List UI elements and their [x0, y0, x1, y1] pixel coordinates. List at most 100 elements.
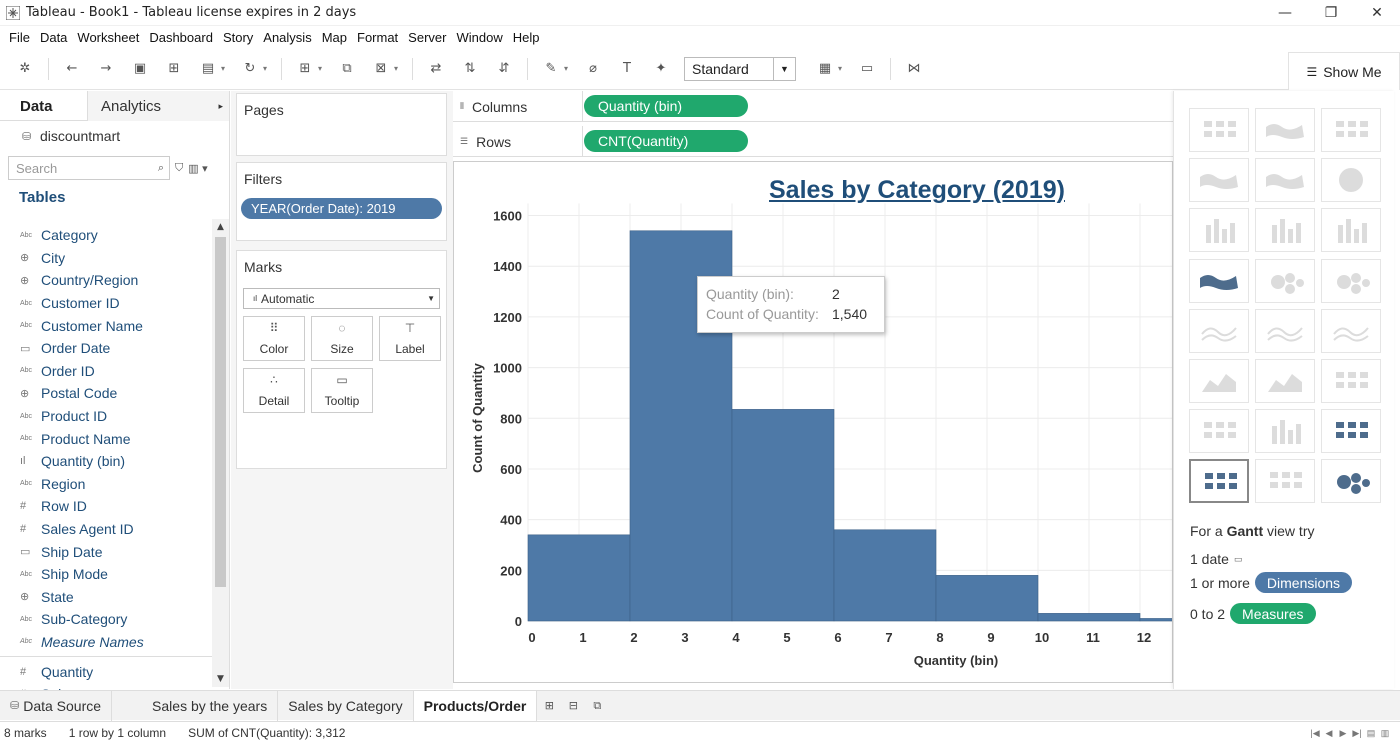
sort-ascending-icon[interactable]: ⇅	[464, 61, 476, 76]
detail-button[interactable]: ∴ Detail	[243, 368, 305, 413]
menu-analysis[interactable]: Analysis	[263, 29, 312, 45]
mark-type-select[interactable]: ıl Automatic ▼	[243, 288, 440, 309]
chevron-down-icon[interactable]: ▼	[427, 294, 435, 303]
last-sheet-icon[interactable]: ▶|	[1352, 727, 1362, 738]
field-item[interactable]: Abc Order ID	[0, 360, 212, 383]
menu-data[interactable]: Data	[39, 29, 68, 45]
symbol-map-icon[interactable]	[1189, 158, 1249, 203]
circle-views-icon[interactable]	[1255, 258, 1315, 303]
field-item[interactable]: Abc Customer Name	[0, 314, 212, 337]
field-item[interactable]: # Sales Agent ID	[0, 518, 212, 541]
treemap-icon[interactable]	[1189, 258, 1249, 303]
sheet-tab-active[interactable]: Products/Order	[413, 690, 538, 721]
menu-help[interactable]: Help	[512, 29, 540, 45]
group-members-icon[interactable]: ⌀	[589, 61, 597, 76]
measure-item[interactable]: # Quantity	[0, 660, 212, 683]
histogram-bar[interactable]	[1139, 618, 1173, 622]
area-continuous-icon[interactable]	[1189, 359, 1249, 403]
scroll-thumb[interactable]	[215, 237, 226, 587]
close-button[interactable]: ✕	[1371, 5, 1383, 21]
swap-rows-columns-icon[interactable]: ⇄	[430, 61, 442, 76]
chevron-down-icon[interactable]: ▾	[318, 64, 323, 73]
restore-button[interactable]: ❐	[1324, 5, 1338, 21]
new-data-source-icon[interactable]: ⊞	[168, 61, 180, 76]
area-discrete-icon[interactable]	[1255, 359, 1315, 403]
data-pane-scrollbar[interactable]: ▲ ▼	[212, 219, 229, 687]
share-icon[interactable]: ⋈	[907, 61, 921, 76]
rows-shelf[interactable]: ☰ Rows CNT(Quantity)	[453, 126, 1173, 157]
histogram-bar[interactable]	[1037, 613, 1141, 622]
field-item[interactable]: ⊕ Country/Region	[0, 269, 212, 292]
menu-story[interactable]: Story	[222, 29, 254, 45]
field-item[interactable]: ▭ Order Date	[0, 337, 212, 360]
viz-area[interactable]: Sales by Category (2019) 0 200 400 600 800 10…	[453, 161, 1173, 683]
tab-data[interactable]: Data	[0, 91, 88, 121]
pause-updates-icon[interactable]: ▤	[201, 61, 215, 76]
field-item[interactable]: ▭ Ship Date	[0, 540, 212, 563]
gantt-chart-icon[interactable]	[1189, 459, 1249, 504]
highlight-table-icon[interactable]	[1321, 108, 1381, 152]
pane-menu-icon[interactable]: ▸	[218, 100, 223, 111]
columns-shelf[interactable]: ⦀ Columns Quantity (bin)	[453, 91, 1173, 122]
pie-chart-icon[interactable]	[1321, 158, 1381, 203]
new-worksheet-icon[interactable]: ⊞	[299, 61, 311, 76]
next-sheet-icon[interactable]: ▶	[1339, 727, 1347, 738]
chevron-down-icon[interactable]: ▾	[263, 64, 268, 73]
menu-dashboard[interactable]: Dashboard	[149, 29, 213, 45]
histogram-icon[interactable]	[1255, 409, 1315, 454]
horizontal-bars-icon[interactable]	[1189, 208, 1249, 253]
bullet-graph-icon[interactable]	[1255, 459, 1315, 504]
menu-window[interactable]: Window	[456, 29, 503, 45]
scatter-plot-icon[interactable]	[1189, 409, 1249, 454]
chevron-down-icon[interactable]: ▾	[564, 64, 569, 73]
show-me-button[interactable]: ☰ Show Me	[1288, 52, 1400, 90]
label-button[interactable]: ⊤ Label	[379, 316, 441, 361]
show-cards-icon[interactable]: ▦	[818, 61, 832, 76]
packed-bubbles-icon[interactable]	[1321, 459, 1381, 504]
data-source-tab[interactable]: ⛁ Data Source	[0, 690, 113, 721]
menu-worksheet[interactable]: Worksheet	[77, 29, 140, 45]
side-by-side-bars-icon[interactable]	[1321, 208, 1381, 253]
menu-file[interactable]: File	[9, 29, 30, 45]
filter-icon[interactable]: ⛉	[175, 161, 184, 174]
film-strip-icon[interactable]: ▤	[1366, 727, 1376, 738]
field-item[interactable]: Abc Category	[0, 224, 212, 247]
minimize-button[interactable]: —	[1278, 5, 1292, 21]
field-item[interactable]: # Row ID	[0, 495, 212, 518]
discrete-lines-icon[interactable]	[1255, 308, 1315, 353]
color-button[interactable]: ⠿ Color	[243, 316, 305, 361]
dual-lines-icon[interactable]	[1321, 308, 1381, 353]
datasource-item[interactable]: ⛁ discountmart	[0, 121, 229, 151]
histogram-bar[interactable]	[527, 534, 631, 622]
field-item[interactable]: Abc Region	[0, 473, 212, 496]
fit-select[interactable]: Standard ▼	[684, 56, 796, 81]
histogram-bar[interactable]	[833, 529, 937, 622]
field-item[interactable]: Abc Sub-Category	[0, 608, 212, 631]
new-dashboard-icon[interactable]: ⊟	[568, 699, 578, 712]
refresh-icon[interactable]: ↻	[244, 61, 256, 76]
heat-map-icon[interactable]	[1255, 108, 1315, 152]
fix-axes-icon[interactable]: ✦	[655, 61, 667, 76]
presentation-mode-icon[interactable]: ▭	[860, 61, 874, 76]
chevron-down-icon[interactable]: ▾	[394, 64, 399, 73]
tab-view-icon[interactable]: ▥	[1380, 727, 1390, 738]
new-story-icon[interactable]: ⧉	[593, 698, 602, 712]
redo-icon[interactable]: →	[100, 61, 112, 76]
field-item[interactable]: ⊕ City	[0, 247, 212, 270]
rows-pill[interactable]: CNT(Quantity)	[584, 130, 748, 152]
duplicate-sheet-icon[interactable]: ⧉	[342, 61, 352, 76]
undo-icon[interactable]: ←	[66, 61, 78, 76]
scroll-up-icon[interactable]: ▲	[217, 222, 224, 232]
sheet-tab[interactable]: Sales by Category	[278, 690, 414, 721]
tab-analytics[interactable]: Analytics ▸	[88, 91, 229, 121]
tooltip-button[interactable]: ▭ Tooltip	[311, 368, 373, 413]
stacked-bars-icon[interactable]	[1255, 208, 1315, 253]
menu-server[interactable]: Server	[408, 29, 447, 45]
sheet-tab[interactable]: Sales by the years	[112, 690, 279, 721]
text-table-icon[interactable]	[1189, 108, 1249, 152]
filled-map-icon[interactable]	[1255, 158, 1315, 203]
scroll-down-icon[interactable]: ▼	[217, 674, 224, 684]
histogram-bar[interactable]	[731, 409, 835, 622]
field-item[interactable]: Abc Product ID	[0, 405, 212, 428]
new-worksheet-icon[interactable]: ⊞	[544, 699, 554, 712]
